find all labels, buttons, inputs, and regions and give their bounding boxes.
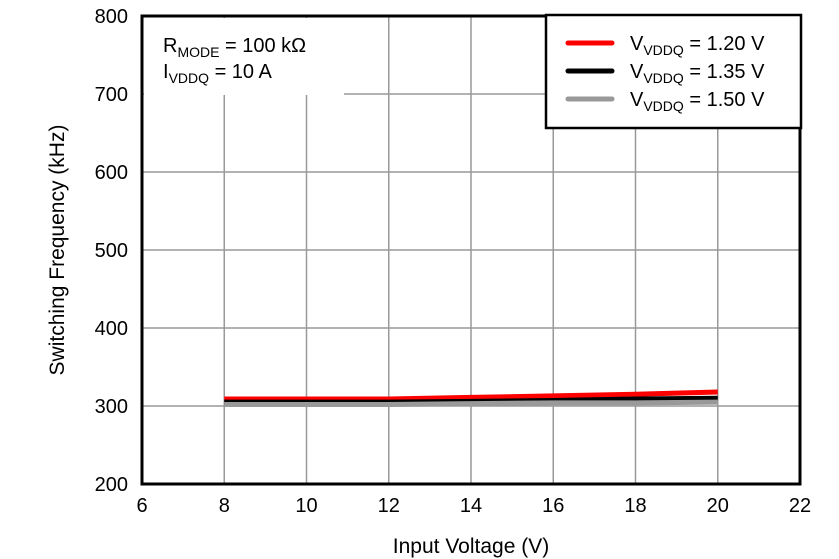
y-tick-label: 200 — [95, 474, 128, 496]
legend-label-0: VVDDQ = 1.20 V — [630, 33, 765, 58]
y-tick-label: 600 — [95, 162, 128, 184]
x-tick-label: 14 — [460, 495, 482, 517]
y-tick-label: 300 — [95, 396, 128, 418]
label-rest: = 1.20 V — [684, 33, 765, 55]
y-tick-label: 400 — [95, 318, 128, 340]
y-axis-label: Switching Frequency (kHz) — [46, 125, 69, 376]
label-main: V — [630, 89, 644, 111]
x-axis-label: Input Voltage (V) — [393, 535, 549, 558]
label-rest: = 1.50 V — [684, 89, 765, 111]
label-subscript: VDDQ — [643, 42, 684, 58]
y-tick-label: 500 — [95, 240, 128, 262]
legend-label-1: VVDDQ = 1.35 V — [630, 61, 765, 86]
label-rest: = 10 A — [209, 61, 272, 83]
label-rest: = 100 kΩ — [219, 35, 306, 57]
y-tick-label: 700 — [95, 84, 128, 106]
x-tick-label: 12 — [378, 495, 400, 517]
series-line-2 — [224, 399, 718, 407]
y-tick-label: 800 — [95, 6, 128, 28]
x-tick-label: 10 — [295, 495, 317, 517]
x-tick-label: 20 — [707, 495, 729, 517]
x-tick-label: 6 — [136, 495, 147, 517]
label-main: V — [630, 61, 644, 83]
label-subscript: VDDQ — [643, 70, 684, 86]
x-tick-label: 16 — [542, 495, 564, 517]
label-subscript: MODE — [177, 44, 219, 60]
legend-label-2: VVDDQ = 1.50 V — [630, 89, 765, 114]
label-main: I — [163, 61, 169, 83]
x-tick-label: 8 — [219, 495, 230, 517]
label-rest: = 1.35 V — [684, 61, 765, 83]
x-tick-label: 22 — [789, 495, 811, 517]
label-main: R — [163, 35, 177, 57]
label-subscript: VDDQ — [643, 98, 684, 114]
label-main: V — [630, 33, 644, 55]
annotation-background — [144, 18, 344, 95]
plot-frame — [140, 14, 802, 486]
series-line-0 — [224, 389, 718, 402]
annotation-rmode: RMODE = 100 kΩ — [163, 35, 306, 60]
label-subscript: VDDQ — [169, 70, 210, 86]
annotation-ivddq: IVDDQ = 10 A — [163, 61, 273, 86]
x-tick-label: 18 — [624, 495, 646, 517]
